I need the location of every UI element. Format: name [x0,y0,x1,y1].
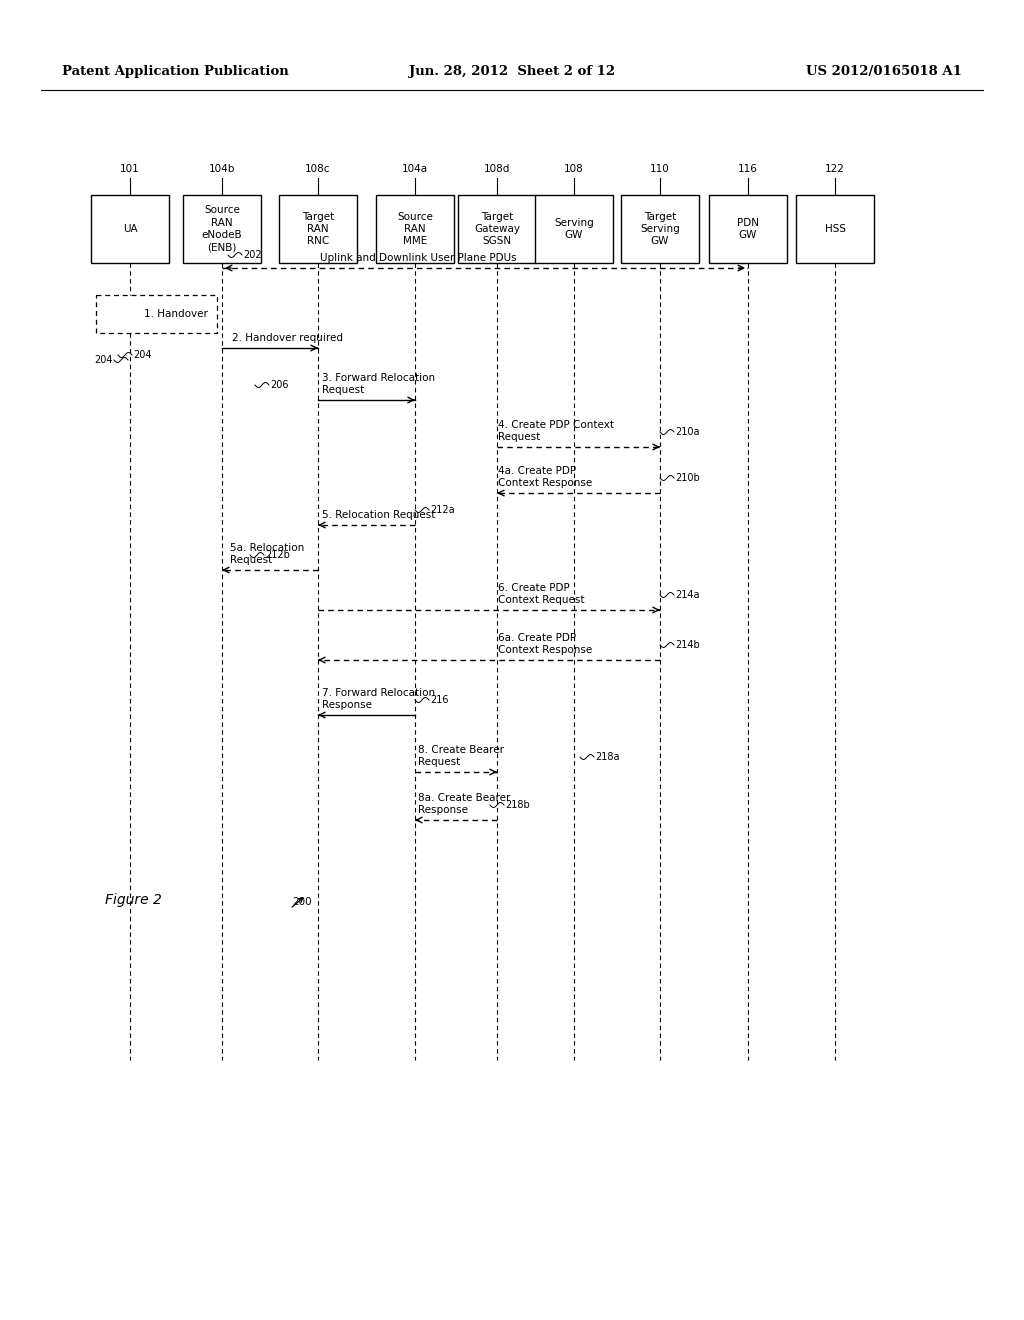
Text: 122: 122 [825,164,845,174]
Text: 218a: 218a [595,752,620,762]
Text: Source
RAN
MME: Source RAN MME [397,211,433,247]
Text: 210a: 210a [675,426,699,437]
Text: 5. Relocation Request: 5. Relocation Request [322,510,435,520]
Text: 8. Create Bearer
Request: 8. Create Bearer Request [418,746,504,767]
Text: 8a. Create Bearer
Response: 8a. Create Bearer Response [418,793,510,814]
Bar [621,195,699,263]
Text: 212a: 212a [430,506,455,515]
Text: 200: 200 [292,898,311,907]
Text: 2. Handover required: 2. Handover required [232,333,343,343]
Bar [709,195,787,263]
Bar [183,195,261,263]
Text: Uplink and Downlink User Plane PDUs: Uplink and Downlink User Plane PDUs [319,253,517,263]
Text: 214a: 214a [675,590,699,601]
Text: Target
RAN
RNC: Target RAN RNC [302,211,334,247]
Text: 108d: 108d [483,164,510,174]
Text: 214b: 214b [675,640,699,649]
Text: Source
RAN
eNodeB
(ENB): Source RAN eNodeB (ENB) [202,206,243,252]
Text: 4. Create PDP Context
Request: 4. Create PDP Context Request [498,420,614,442]
Text: 101: 101 [120,164,140,174]
Text: 216: 216 [430,696,449,705]
Text: 3. Forward Relocation
Request: 3. Forward Relocation Request [322,374,435,395]
Text: Target
Gateway
SGSN: Target Gateway SGSN [474,211,520,247]
Text: Target
Serving
GW: Target Serving GW [640,211,680,247]
Text: 104a: 104a [402,164,428,174]
Text: 6. Create PDP
Context Request: 6. Create PDP Context Request [498,583,585,605]
Bar [796,195,874,263]
Bar [458,195,536,263]
Text: Jun. 28, 2012  Sheet 2 of 12: Jun. 28, 2012 Sheet 2 of 12 [409,66,615,78]
Bar [376,195,454,263]
Text: UA: UA [123,224,137,234]
Text: PDN
GW: PDN GW [737,218,759,240]
Text: 108c: 108c [305,164,331,174]
Text: 6a. Create PDP
Context Response: 6a. Create PDP Context Response [498,634,592,655]
Bar [279,195,357,263]
Text: 202: 202 [243,249,261,260]
Text: 204: 204 [94,355,113,366]
Text: 110: 110 [650,164,670,174]
Text: Figure 2: Figure 2 [105,894,162,907]
Bar [96,294,217,333]
Text: 104b: 104b [209,164,236,174]
Text: 212b: 212b [265,550,290,560]
Text: 116: 116 [738,164,758,174]
Text: 218b: 218b [505,800,529,810]
Text: HSS: HSS [824,224,846,234]
Text: 5a. Relocation
Request: 5a. Relocation Request [230,544,304,565]
Text: 7. Forward Relocation
Response: 7. Forward Relocation Response [322,689,435,710]
Text: 108: 108 [564,164,584,174]
Text: US 2012/0165018 A1: US 2012/0165018 A1 [806,66,962,78]
Text: Patent Application Publication: Patent Application Publication [62,66,289,78]
Text: 4a. Create PDP
Context Response: 4a. Create PDP Context Response [498,466,592,488]
Text: 206: 206 [270,380,289,389]
Text: 1. Handover: 1. Handover [144,309,208,319]
Text: Serving
GW: Serving GW [554,218,594,240]
Text: 204: 204 [133,350,152,360]
Text: 210b: 210b [675,473,699,483]
Bar [91,195,169,263]
Bar [535,195,613,263]
